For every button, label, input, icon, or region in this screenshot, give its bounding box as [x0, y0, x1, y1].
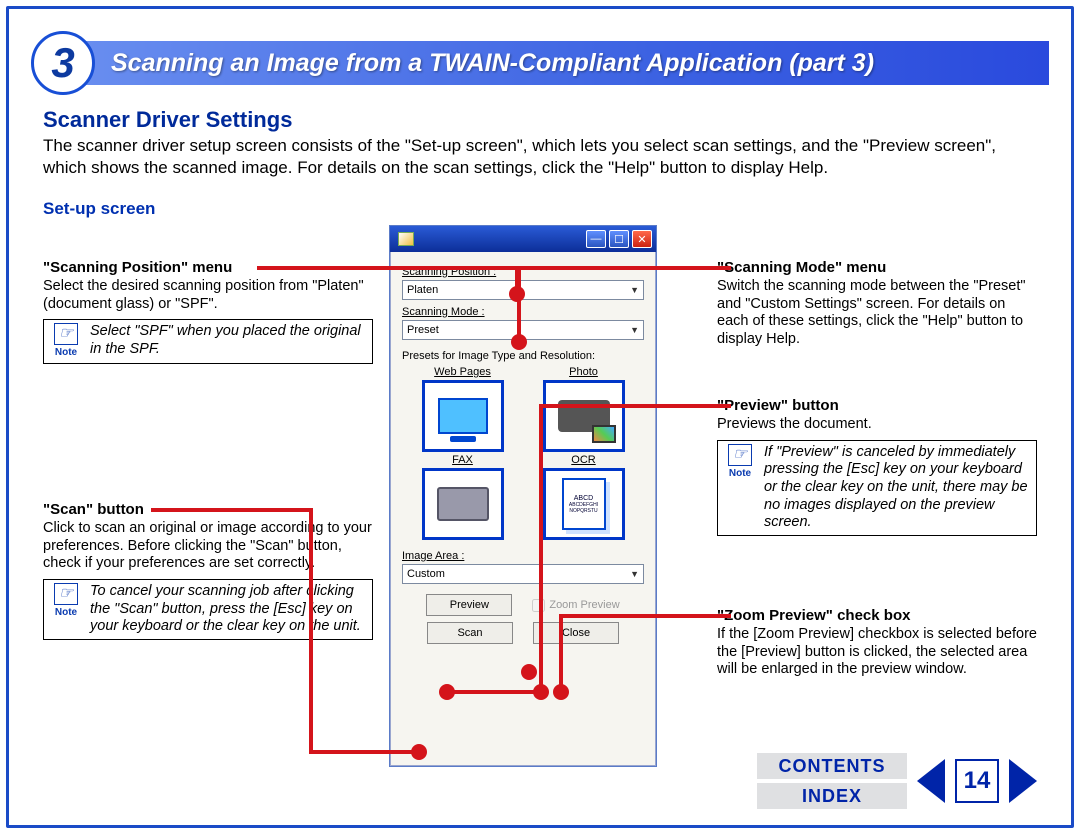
chevron-down-icon: ▼: [630, 569, 639, 579]
step-number-circle: 3: [31, 31, 95, 95]
note-box: ☞ Note If "Preview" is canceled by immed…: [717, 440, 1037, 536]
close-button[interactable]: ✕: [632, 230, 652, 248]
contents-link[interactable]: CONTENTS: [757, 753, 907, 779]
ocr-sample-text: NOPQRSTU: [569, 508, 597, 514]
note-icon: ☞ Note: [722, 444, 758, 480]
callout-body: Previews the document.: [717, 416, 1037, 434]
preset-caption: OCR: [523, 454, 644, 466]
preview-button[interactable]: Preview: [426, 594, 512, 616]
note-label: Note: [729, 468, 751, 480]
preset-caption: Photo: [523, 366, 644, 378]
note-icon: ☞ Note: [48, 583, 84, 619]
ocr-sample-text: ABCD: [574, 495, 593, 502]
page-number: 14: [955, 759, 999, 803]
header-title: Scanning an Image from a TWAIN-Compliant…: [111, 49, 874, 78]
callout-body: If the [Zoom Preview] checkbox is select…: [717, 626, 1037, 679]
note-label: Note: [55, 347, 77, 359]
photo-icon: [543, 380, 625, 452]
callout-zoom-preview: "Zoom Preview" check box If the [Zoom Pr…: [717, 607, 1037, 679]
index-link[interactable]: INDEX: [757, 783, 907, 809]
preset-caption: Web Pages: [402, 366, 523, 378]
pointing-hand-icon: ☞: [54, 323, 78, 345]
callout-title: "Scanning Position" menu: [43, 259, 373, 276]
preset-grid: Web Pages Photo FAX OCR ABCD AB: [402, 366, 644, 540]
label-image-area: Image Area :: [402, 550, 644, 562]
scanning-position-dropdown[interactable]: Platen ▼: [402, 280, 644, 300]
note-text: Select "SPF" when you placed the origina…: [90, 323, 366, 358]
preset-ocr[interactable]: OCR ABCD ABCDEFGHI NOPQRSTU: [523, 454, 644, 540]
intro-text: The scanner driver setup screen consists…: [43, 135, 1037, 179]
note-box: ☞ Note Select "SPF" when you placed the …: [43, 319, 373, 363]
note-label: Note: [55, 607, 77, 619]
preset-photo[interactable]: Photo: [523, 366, 644, 452]
callout-title: "Preview" button: [717, 397, 1037, 414]
section-title: Scanner Driver Settings: [43, 107, 292, 133]
callout-body: Click to scan an original or image accor…: [43, 520, 373, 573]
scanning-position-value: Platen: [407, 284, 438, 296]
label-presets: Presets for Image Type and Resolution:: [402, 350, 644, 362]
preset-web-pages[interactable]: Web Pages: [402, 366, 523, 452]
next-page-button[interactable]: [1009, 759, 1037, 803]
zoom-preview-label: Zoom Preview: [549, 594, 619, 616]
pointing-hand-icon: ☞: [728, 444, 752, 466]
label-scanning-mode: Scanning Mode :: [402, 306, 644, 318]
window-titlebar: — ☐ ✕: [390, 226, 656, 252]
header: 3 Scanning an Image from a TWAIN-Complia…: [31, 37, 1049, 93]
preset-fax[interactable]: FAX: [402, 454, 523, 540]
note-box: ☞ Note To cancel your scanning job after…: [43, 579, 373, 640]
footer-nav: CONTENTS INDEX 14: [757, 753, 1037, 809]
note-icon: ☞ Note: [48, 323, 84, 359]
callout-title: "Scanning Mode" menu: [717, 259, 1037, 276]
step-number: 3: [51, 39, 74, 87]
prev-page-button[interactable]: [917, 759, 945, 803]
callout-body: Switch the scanning mode between the "Pr…: [717, 278, 1037, 349]
chevron-down-icon: ▼: [630, 325, 639, 335]
label-scanning-position: Scanning Position :: [402, 266, 644, 278]
pointing-hand-icon: ☞: [54, 583, 78, 605]
scanner-driver-window: — ☐ ✕ Scanning Position : Platen ▼ Scann…: [389, 225, 657, 767]
scanning-mode-value: Preset: [407, 324, 439, 336]
image-area-dropdown[interactable]: Custom ▼: [402, 564, 644, 584]
image-area-value: Custom: [407, 568, 445, 580]
zoom-preview-checkbox[interactable]: Zoom Preview: [532, 594, 619, 616]
subheading: Set-up screen: [43, 199, 155, 219]
ocr-icon: ABCD ABCDEFGHI NOPQRSTU: [543, 468, 625, 540]
note-text: If "Preview" is canceled by immediately …: [764, 444, 1030, 532]
chevron-down-icon: ▼: [630, 285, 639, 295]
scan-button[interactable]: Scan: [427, 622, 513, 644]
callout-title: "Zoom Preview" check box: [717, 607, 1037, 624]
minimize-button[interactable]: —: [586, 230, 606, 248]
preset-caption: FAX: [402, 454, 523, 466]
maximize-button[interactable]: ☐: [609, 230, 629, 248]
fax-icon: [422, 468, 504, 540]
callout-scan-button: "Scan" button Click to scan an original …: [43, 501, 373, 640]
callout-scanning-mode: "Scanning Mode" menu Switch the scanning…: [717, 259, 1037, 349]
callout-scanning-position: "Scanning Position" menu Select the desi…: [43, 259, 373, 364]
page-frame: 3 Scanning an Image from a TWAIN-Complia…: [6, 6, 1074, 828]
callout-body: Select the desired scanning position fro…: [43, 278, 373, 313]
callout-title: "Scan" button: [43, 501, 373, 518]
callout-preview-button: "Preview" button Previews the document. …: [717, 397, 1037, 536]
scanning-mode-dropdown[interactable]: Preset ▼: [402, 320, 644, 340]
header-band: Scanning an Image from a TWAIN-Compliant…: [61, 41, 1049, 85]
note-text: To cancel your scanning job after clicki…: [90, 583, 366, 636]
app-icon: [394, 232, 414, 246]
web-pages-icon: [422, 380, 504, 452]
close-window-button[interactable]: Close: [533, 622, 619, 644]
